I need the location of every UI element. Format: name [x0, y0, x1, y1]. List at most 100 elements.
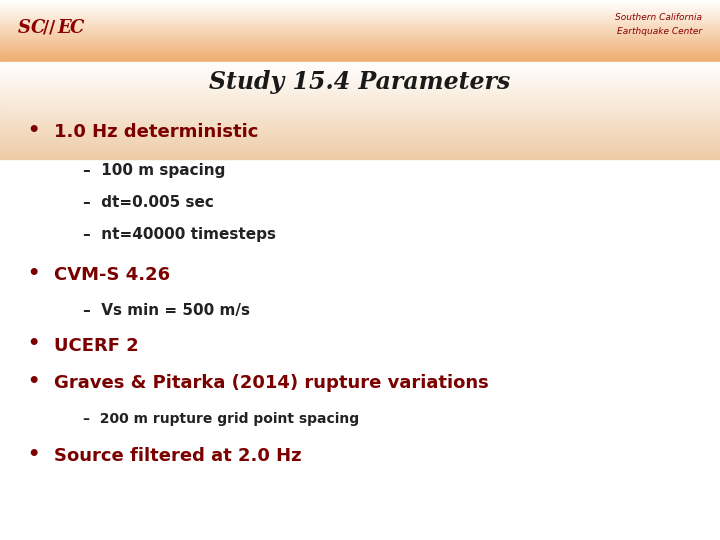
Bar	[0, 77, 720, 78]
Bar	[0, 122, 720, 124]
Bar	[0, 10, 720, 11]
Text: •: •	[27, 334, 40, 354]
Bar	[0, 150, 720, 151]
Bar	[0, 13, 720, 14]
Bar	[0, 82, 720, 83]
Bar	[0, 140, 720, 141]
Bar	[0, 44, 720, 45]
Text: Earthquake Center: Earthquake Center	[617, 27, 702, 36]
Bar	[0, 29, 720, 30]
Bar	[0, 137, 720, 138]
Text: Graves & Pitarka (2014) rupture variations: Graves & Pitarka (2014) rupture variatio…	[54, 374, 489, 393]
Bar	[0, 111, 720, 112]
Bar	[0, 67, 720, 69]
Bar	[0, 99, 720, 101]
Bar	[0, 55, 720, 56]
Bar	[0, 16, 720, 17]
Bar	[0, 35, 720, 36]
Bar	[0, 7, 720, 8]
Bar	[0, 4, 720, 5]
Bar	[0, 86, 720, 88]
Bar	[0, 1, 720, 2]
Text: –  nt=40000 timesteps: – nt=40000 timesteps	[83, 227, 276, 242]
Text: E: E	[58, 19, 71, 37]
Bar	[0, 52, 720, 53]
Text: Study 15.4 Parameters: Study 15.4 Parameters	[210, 70, 510, 94]
Text: –  Vs min = 500 m/s: – Vs min = 500 m/s	[83, 303, 250, 318]
Bar	[0, 98, 720, 99]
Bar	[0, 133, 720, 135]
Bar	[0, 42, 720, 43]
Bar	[0, 38, 720, 39]
Text: –  200 m rupture grid point spacing: – 200 m rupture grid point spacing	[83, 411, 359, 426]
Bar	[0, 103, 720, 104]
Bar	[0, 5, 720, 6]
Bar	[0, 6, 720, 7]
Bar	[0, 17, 720, 18]
Bar	[0, 37, 720, 38]
Text: 1.0 Hz deterministic: 1.0 Hz deterministic	[54, 123, 258, 141]
Bar	[0, 132, 720, 133]
Bar	[0, 116, 720, 117]
Bar	[0, 60, 720, 62]
Bar	[0, 85, 720, 86]
Bar	[0, 11, 720, 12]
Bar	[0, 25, 720, 26]
Bar	[0, 8, 720, 9]
Bar	[0, 24, 720, 25]
Text: •: •	[27, 372, 40, 391]
Bar	[0, 39, 720, 40]
Bar	[0, 45, 720, 46]
Text: Southern California: Southern California	[615, 14, 702, 23]
Bar	[0, 56, 720, 57]
Bar	[0, 91, 720, 93]
Bar	[0, 145, 720, 146]
Bar	[0, 65, 720, 67]
Text: •: •	[27, 445, 40, 464]
Bar	[0, 22, 720, 23]
Bar	[0, 90, 720, 91]
Bar	[0, 124, 720, 125]
Bar	[0, 138, 720, 140]
Text: CVM-S 4.26: CVM-S 4.26	[54, 266, 170, 285]
Bar	[0, 43, 720, 44]
Bar	[0, 112, 720, 114]
Bar	[0, 33, 720, 34]
Bar	[0, 120, 720, 122]
Bar	[0, 96, 720, 98]
Bar	[0, 43, 720, 44]
Bar	[0, 135, 720, 137]
Text: S: S	[18, 19, 31, 37]
Bar	[0, 41, 720, 42]
Bar	[0, 106, 720, 107]
Bar	[0, 26, 720, 27]
Bar	[0, 83, 720, 85]
Bar	[0, 107, 720, 109]
Bar	[0, 34, 720, 35]
Bar	[0, 154, 720, 156]
Bar	[0, 75, 720, 77]
Bar	[0, 0, 720, 1]
Bar	[0, 93, 720, 94]
Bar	[0, 70, 720, 72]
Bar	[0, 64, 720, 65]
Bar	[0, 146, 720, 148]
Bar	[0, 18, 720, 19]
Bar	[0, 80, 720, 82]
Bar	[0, 156, 720, 158]
Text: C: C	[70, 19, 84, 37]
Bar	[0, 21, 720, 22]
Bar	[0, 31, 720, 32]
Bar	[0, 78, 720, 80]
Bar	[0, 12, 720, 13]
Text: //: //	[43, 19, 55, 37]
Bar	[0, 130, 720, 132]
Text: Source filtered at 2.0 Hz: Source filtered at 2.0 Hz	[54, 447, 302, 465]
Bar	[0, 125, 720, 127]
Bar	[0, 51, 720, 52]
Text: –  dt=0.005 sec: – dt=0.005 sec	[83, 195, 214, 210]
Bar	[0, 32, 720, 33]
Text: C: C	[31, 19, 45, 37]
Bar	[0, 73, 720, 75]
Bar	[0, 14, 720, 15]
